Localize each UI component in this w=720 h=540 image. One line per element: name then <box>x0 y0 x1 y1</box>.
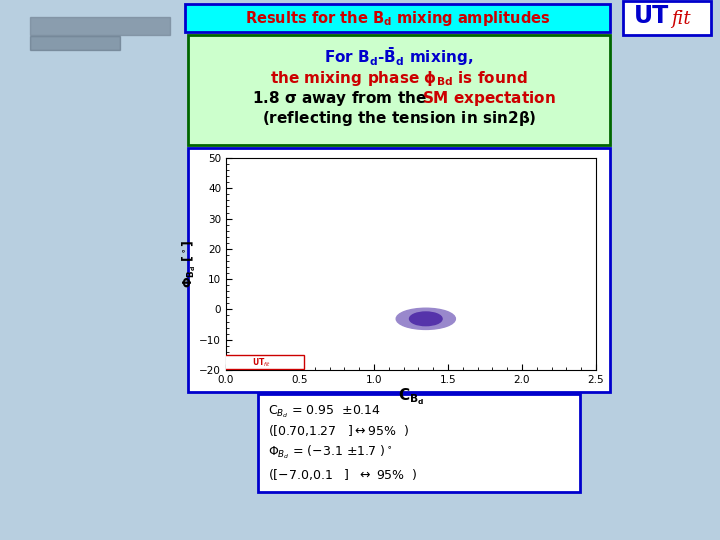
Text: For $\bf{B_d}$-$\bf{\bar{B}_d}$ mixing,: For $\bf{B_d}$-$\bf{\bar{B}_d}$ mixing, <box>325 45 474 69</box>
Text: UT: UT <box>634 4 669 28</box>
Text: ([$-$7.0,0.1   ]  $\leftrightarrow$ 95%  ): ([$-$7.0,0.1 ] $\leftrightarrow$ 95% ) <box>268 467 418 482</box>
Bar <box>30 17 170 35</box>
Text: (reflecting the tension in $\bf{sin2\beta}$): (reflecting the tension in $\bf{sin2\bet… <box>261 110 536 129</box>
X-axis label: $\mathbf{C_{B_d}}$: $\mathbf{C_{B_d}}$ <box>398 386 424 407</box>
Bar <box>30 36 120 50</box>
Text: the mixing phase $\bf{\phi_{Bd}}$ is found: the mixing phase $\bf{\phi_{Bd}}$ is fou… <box>270 69 528 87</box>
Text: $\Phi_{B_d}$ = ($-$3.1 $\pm$1.7 )$^\circ$: $\Phi_{B_d}$ = ($-$3.1 $\pm$1.7 )$^\circ… <box>268 443 392 461</box>
Ellipse shape <box>410 312 442 326</box>
Text: 1.8 $\bf{\sigma}$ away from the: 1.8 $\bf{\sigma}$ away from the <box>251 89 426 107</box>
FancyBboxPatch shape <box>185 4 610 32</box>
Text: fit: fit <box>671 10 690 28</box>
FancyBboxPatch shape <box>188 35 610 145</box>
Ellipse shape <box>396 308 456 329</box>
FancyBboxPatch shape <box>188 148 610 392</box>
Text: Results for the $\bf{B_d}$ mixing amplitudes: Results for the $\bf{B_d}$ mixing amplit… <box>245 9 550 28</box>
FancyBboxPatch shape <box>623 1 711 35</box>
Y-axis label: $\mathbf{\Phi_{B_d}}$ [$^\circ$]: $\mathbf{\Phi_{B_d}}$ [$^\circ$] <box>180 240 198 288</box>
FancyBboxPatch shape <box>219 355 305 369</box>
Text: $\bf{SM\ expectation}$: $\bf{SM\ expectation}$ <box>422 89 556 107</box>
FancyBboxPatch shape <box>258 394 580 492</box>
Text: UT$_{fit}$: UT$_{fit}$ <box>252 356 271 369</box>
Text: C$_{B_d}$ = 0.95  $\pm$0.14: C$_{B_d}$ = 0.95 $\pm$0.14 <box>268 404 381 420</box>
Text: ([0.70,1.27   ]$\leftrightarrow$95%  ): ([0.70,1.27 ]$\leftrightarrow$95% ) <box>268 422 410 437</box>
